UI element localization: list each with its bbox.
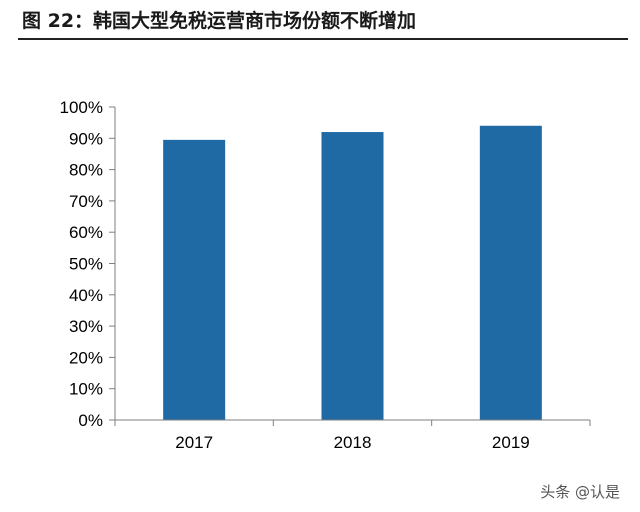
watermark: 头条 @认是 — [540, 483, 620, 501]
bar-2018 — [321, 132, 384, 421]
title-divider — [18, 38, 628, 40]
x-tick-label-2018: 2018 — [334, 433, 372, 452]
x-tick-label-2017: 2017 — [175, 433, 213, 452]
y-tick-label-60: 60% — [69, 223, 103, 242]
y-tick-label-100: 100% — [60, 98, 103, 117]
y-tick-label-40: 40% — [69, 286, 103, 305]
bar-2017 — [163, 139, 226, 421]
axes-group: 2017 2018 2019 0% 10% 20% 30% 40% 50% 60% 70% 80% 90… — [60, 98, 591, 452]
y-tick-label-90: 90% — [69, 129, 103, 148]
y-tick-label-80: 80% — [69, 161, 103, 180]
figure-title: 图 22：韩国大型免税运营商市场份额不断增加 — [22, 10, 417, 32]
y-tick-label-30: 30% — [69, 317, 103, 336]
bars-group — [163, 125, 542, 421]
y-tick-label-0: 0% — [78, 411, 103, 430]
x-tick-label-2019: 2019 — [492, 433, 530, 452]
bar-2019 — [479, 125, 542, 420]
y-tick-label-70: 70% — [69, 192, 103, 211]
y-tick-label-50: 50% — [69, 255, 103, 274]
y-tick-label-10: 10% — [69, 380, 103, 399]
y-tick-label-20: 20% — [69, 348, 103, 367]
